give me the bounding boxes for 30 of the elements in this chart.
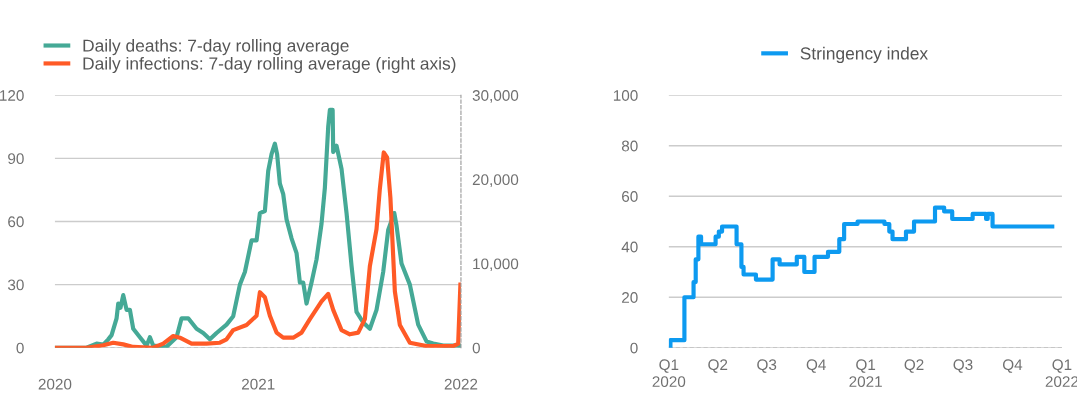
y2-tick-label: 30,000 <box>472 90 519 103</box>
x-tick-label: 2022 <box>444 378 478 390</box>
y-tick-label: 0 <box>16 342 24 354</box>
y-tick-label: 30 <box>7 279 24 291</box>
x-tick-label: 2020 <box>38 378 72 390</box>
y-tick-label: 120 <box>0 90 24 101</box>
x-tick-label: Q3 <box>757 359 777 373</box>
y-tick-label: 0 <box>630 342 638 354</box>
y-tick-label: 90 <box>8 153 24 165</box>
legend-label: Daily infections: 7-day rolling average (right axis) <box>83 56 456 74</box>
legend-label: Stringency index <box>800 46 928 64</box>
y2-tick-label: 20,000 <box>472 174 519 187</box>
x-tick-label: Q2 <box>904 359 924 373</box>
x-tick-label: Q2 <box>708 359 728 373</box>
y-tick-label: 60 <box>622 191 638 202</box>
x-tick-label: Q3 <box>953 359 973 373</box>
legend-label: Daily deaths: 7-day rolling average <box>83 39 349 56</box>
x-tick-label: Q4 <box>1002 359 1023 373</box>
y-tick-label: 20 <box>622 292 638 303</box>
x-tick-label: 2021 <box>242 378 275 390</box>
x-tick-label: Q1 <box>1052 359 1072 373</box>
x-tick-label: Q1 <box>856 359 876 373</box>
y-tick-label: 60 <box>8 216 24 228</box>
x-tick-label: Q1 <box>659 359 679 373</box>
y2-tick-label: 0 <box>472 342 480 354</box>
x-tick-label: Q4 <box>806 359 826 373</box>
y-tick-label: 40 <box>621 241 638 253</box>
y2-tick-label: 10,000 <box>473 258 519 272</box>
y-tick-label: 80 <box>621 140 638 152</box>
y-tick-label: 100 <box>613 90 638 101</box>
